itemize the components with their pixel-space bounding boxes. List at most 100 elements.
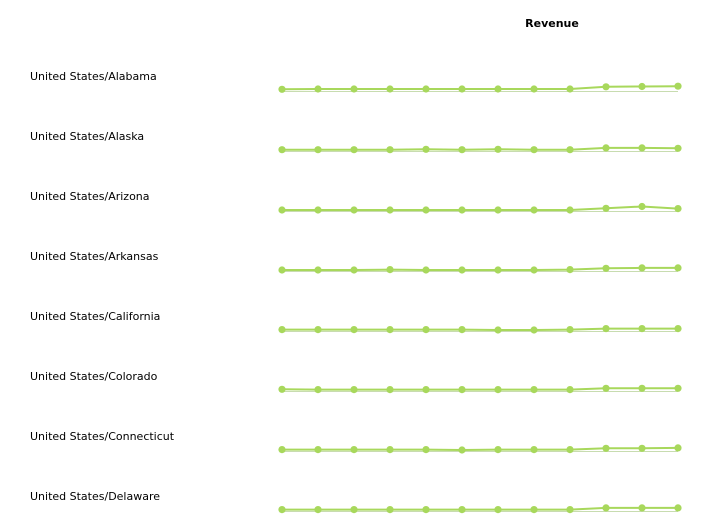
sparkline-point[interactable]	[674, 504, 682, 512]
sparkline-point[interactable]	[458, 146, 466, 154]
sparkline-point[interactable]	[638, 202, 646, 211]
sparkline-point[interactable]	[530, 266, 538, 274]
sparkline-point[interactable]	[458, 85, 466, 93]
sparkline-line	[282, 266, 678, 271]
sparkline-point[interactable]	[602, 264, 610, 272]
sparkline-point[interactable]	[638, 384, 646, 392]
sparkline-point[interactable]	[602, 384, 610, 392]
sparkline-point[interactable]	[350, 506, 358, 514]
sparkline-point[interactable]	[674, 444, 682, 452]
sparkline-point[interactable]	[458, 446, 466, 454]
sparkline-point[interactable]	[314, 446, 322, 454]
sparkline-point[interactable]	[566, 85, 574, 93]
sparkline-point[interactable]	[386, 386, 394, 394]
sparkline-point[interactable]	[314, 326, 322, 334]
sparkline-point[interactable]	[674, 205, 682, 213]
sparkline-point[interactable]	[494, 85, 502, 93]
sparkline-point[interactable]	[494, 206, 502, 214]
sparkline-point[interactable]	[422, 386, 430, 394]
sparkline-point[interactable]	[674, 264, 682, 272]
sparkline-point[interactable]	[494, 145, 502, 153]
sparkline-point[interactable]	[566, 386, 574, 394]
sparkline-point[interactable]	[278, 206, 286, 214]
sparkline-point[interactable]	[674, 384, 682, 392]
sparkline-point[interactable]	[350, 85, 358, 93]
sparkline-point[interactable]	[638, 144, 646, 152]
sparkline-point[interactable]	[422, 266, 430, 274]
sparkline-point[interactable]	[350, 386, 358, 394]
sparkline-point[interactable]	[458, 386, 466, 394]
sparkline-point[interactable]	[386, 446, 394, 454]
sparkline-point[interactable]	[314, 206, 322, 214]
sparkline-point[interactable]	[638, 504, 646, 512]
sparkline-point[interactable]	[602, 144, 610, 152]
sparkline-point[interactable]	[386, 85, 394, 93]
sparkline-point[interactable]	[278, 446, 286, 454]
sparkline-point[interactable]	[278, 506, 286, 514]
sparkline-point[interactable]	[602, 504, 610, 512]
sparkline-point[interactable]	[458, 206, 466, 214]
sparkline-point[interactable]	[386, 146, 394, 154]
sparkline-point[interactable]	[494, 266, 502, 274]
sparkline-point[interactable]	[386, 326, 394, 334]
sparkline-point[interactable]	[314, 146, 322, 154]
sparkline-point[interactable]	[638, 325, 646, 333]
sparkline-point[interactable]	[674, 82, 682, 90]
sparkline-point[interactable]	[278, 385, 286, 393]
sparkline-point[interactable]	[602, 444, 610, 452]
sparkline-point[interactable]	[494, 506, 502, 514]
sparkline-point[interactable]	[494, 326, 502, 334]
sparkline-point[interactable]	[566, 266, 574, 274]
sparkline-point[interactable]	[566, 446, 574, 454]
sparkline-point[interactable]	[566, 206, 574, 214]
sparkline-point[interactable]	[350, 326, 358, 334]
row-label: United States/Alabama	[30, 70, 157, 83]
sparkline-point[interactable]	[386, 266, 394, 274]
sparkline-point[interactable]	[278, 146, 286, 154]
sparkline-line	[282, 146, 679, 151]
sparkline-point[interactable]	[458, 326, 466, 334]
sparkline-point[interactable]	[422, 206, 430, 214]
sparkline-point[interactable]	[314, 386, 322, 394]
sparkline-point[interactable]	[530, 446, 538, 454]
sparkline-point[interactable]	[350, 266, 358, 274]
sparkline-point[interactable]	[602, 83, 610, 91]
row-label: United States/Delaware	[30, 490, 161, 503]
sparkline-point[interactable]	[458, 266, 466, 274]
sparkline-point[interactable]	[638, 264, 646, 272]
sparkline-point[interactable]	[350, 146, 358, 154]
sparkline-point[interactable]	[278, 326, 286, 334]
sparkline-point[interactable]	[350, 206, 358, 214]
sparkline-point[interactable]	[494, 386, 502, 394]
sparkline-point[interactable]	[530, 506, 538, 514]
sparkline-point[interactable]	[638, 444, 646, 452]
sparkline-point[interactable]	[530, 326, 538, 334]
sparkline-point[interactable]	[602, 325, 610, 333]
sparkline-point[interactable]	[530, 206, 538, 214]
sparkline-point[interactable]	[386, 206, 394, 214]
sparkline-point[interactable]	[314, 85, 322, 93]
sparkline-point[interactable]	[530, 146, 538, 154]
sparkline-point[interactable]	[314, 266, 322, 274]
sparkline-point[interactable]	[350, 446, 358, 454]
sparkline-point[interactable]	[278, 85, 286, 93]
sparkline-point[interactable]	[674, 144, 682, 152]
sparkline-point[interactable]	[602, 204, 610, 212]
sparkline-point[interactable]	[458, 506, 466, 514]
sparkline-point[interactable]	[566, 326, 574, 334]
sparkline-point[interactable]	[638, 82, 646, 91]
sparkline-point[interactable]	[278, 266, 286, 274]
sparkline-point[interactable]	[494, 446, 502, 454]
sparkline-point[interactable]	[422, 446, 430, 454]
sparkline-point[interactable]	[422, 145, 430, 153]
sparkline-point[interactable]	[422, 506, 430, 514]
sparkline-point[interactable]	[530, 85, 538, 93]
sparkline-point[interactable]	[314, 506, 322, 514]
sparkline-point[interactable]	[566, 146, 574, 154]
sparkline-point[interactable]	[674, 325, 682, 333]
sparkline-point[interactable]	[386, 506, 394, 514]
sparkline-point[interactable]	[422, 85, 430, 93]
sparkline-point[interactable]	[530, 386, 538, 394]
sparkline-point[interactable]	[422, 326, 430, 334]
sparkline-point[interactable]	[566, 506, 574, 514]
